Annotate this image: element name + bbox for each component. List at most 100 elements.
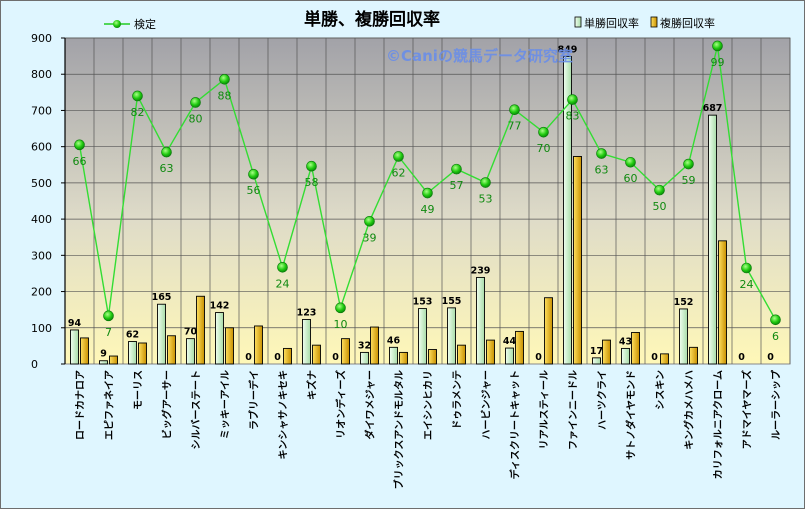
bar-place — [718, 240, 727, 365]
bar-place — [109, 355, 118, 365]
y-axis: 0 100 200 300 400 500 600 700 800 900 — [31, 32, 66, 371]
bar-win — [679, 308, 688, 365]
check-label: 58 — [305, 176, 319, 189]
bar-win-label: 0 — [738, 352, 745, 363]
bar-place — [225, 327, 234, 365]
check-marker — [277, 261, 288, 273]
bar-win-label: 46 — [387, 335, 401, 346]
check-label: 49 — [421, 203, 435, 216]
x-tick-label: サトノダイヤモンド — [625, 370, 638, 460]
bar-place — [138, 342, 147, 365]
check-marker — [741, 262, 752, 274]
legend-label-place: 複勝回収率 — [660, 16, 715, 30]
legend-line-marker — [113, 20, 121, 28]
bar-win — [621, 347, 630, 365]
check-marker — [219, 73, 230, 85]
check-label: 63 — [160, 162, 174, 175]
check-marker — [132, 90, 143, 102]
bar-win-label: 9 — [100, 349, 107, 360]
bar-win-label: 43 — [619, 336, 632, 347]
y-tick-label: 0 — [31, 358, 38, 371]
bar-win-label: 239 — [471, 265, 491, 276]
check-marker — [625, 156, 636, 168]
bar-place — [573, 155, 582, 365]
bar-win-label: 0 — [651, 352, 658, 363]
check-marker — [509, 104, 520, 116]
x-tick-label: ダイワメジャー — [364, 370, 377, 440]
check-label: 62 — [392, 166, 406, 179]
bar-win — [99, 360, 108, 365]
check-marker — [480, 177, 491, 188]
x-tick-label: リオンディーズ — [335, 370, 348, 439]
check-marker — [103, 310, 114, 322]
bar-win-label: 0 — [767, 352, 774, 363]
bar-win-label: 0 — [245, 352, 252, 363]
check-label: 24 — [740, 278, 754, 291]
check-marker — [538, 126, 549, 138]
x-tick-label: ルーラーシップ — [770, 369, 783, 440]
x-tick-label: ラブリーデイ — [248, 370, 261, 430]
check-marker — [306, 160, 317, 172]
check-label: 6 — [772, 330, 779, 343]
check-marker — [335, 302, 346, 314]
bar-win-label: 0 — [274, 352, 281, 363]
check-marker — [567, 94, 578, 105]
x-tick-label: シスキン — [655, 370, 667, 410]
check-label: 10 — [334, 318, 348, 331]
check-marker — [74, 139, 85, 151]
bar-win-label: 687 — [703, 103, 723, 114]
x-tick-label: キングカメハメハ — [683, 370, 696, 450]
bar-win — [563, 56, 572, 365]
y-tick-label: 300 — [31, 249, 52, 262]
bar-win — [505, 347, 514, 365]
bar-win-label: 152 — [674, 297, 694, 308]
bar-place — [341, 338, 350, 365]
bar-place — [602, 339, 611, 365]
check-label: 56 — [247, 184, 261, 197]
bar-win-label: 17 — [590, 346, 603, 357]
y-tick-label: 500 — [31, 177, 52, 190]
bar-place — [689, 346, 698, 365]
bar-win — [418, 308, 427, 365]
x-tick-label: ミッキーアイル — [220, 370, 232, 439]
check-label: 88 — [218, 89, 232, 102]
bar-win-label: 155 — [442, 296, 462, 307]
x-tick-label: ハーツクライ — [597, 370, 609, 430]
check-label: 53 — [479, 193, 493, 206]
x-axis: ロードカナロア エピファネイア モーリス ビッグアーサー シルバーステート ミッキーアイル… — [75, 369, 783, 489]
check-marker — [596, 148, 607, 159]
check-marker — [422, 187, 433, 199]
check-label: 60 — [624, 172, 638, 185]
bar-win — [70, 329, 79, 365]
bar-place — [80, 337, 89, 365]
y-tick-label: 700 — [31, 104, 52, 117]
legend-label-win: 単勝回収率 — [584, 16, 639, 30]
check-label: 7 — [105, 326, 112, 339]
x-tick-label: エイシンヒカリ — [423, 370, 435, 440]
check-label: 63 — [595, 164, 609, 177]
bar-win-label: 70 — [184, 327, 198, 338]
bar-place — [486, 339, 495, 365]
bar-win — [389, 346, 398, 365]
check-label: 66 — [73, 155, 87, 168]
bar-win — [186, 338, 195, 365]
bar-win — [708, 114, 717, 365]
bar-win-label: 153 — [413, 297, 433, 308]
check-label: 39 — [363, 231, 377, 244]
bar-place — [399, 351, 408, 365]
bar-place — [312, 344, 321, 365]
line-series: 66 7 82 63 80 88 56 24 58 10 39 62 49 57 53 77 70 83 63 60 5… — [73, 40, 781, 343]
bar-win — [447, 307, 456, 365]
y-tick-label: 800 — [31, 68, 52, 81]
watermark: ©Caniの競馬データ研究室 — [386, 47, 573, 65]
bar-place — [457, 344, 466, 365]
bar-win-label: 62 — [126, 330, 139, 341]
check-label: 70 — [537, 142, 551, 155]
bar-place — [370, 326, 379, 365]
check-label: 24 — [276, 277, 290, 290]
check-marker — [393, 151, 404, 162]
check-label: 82 — [131, 106, 145, 119]
bar-win — [215, 312, 224, 365]
